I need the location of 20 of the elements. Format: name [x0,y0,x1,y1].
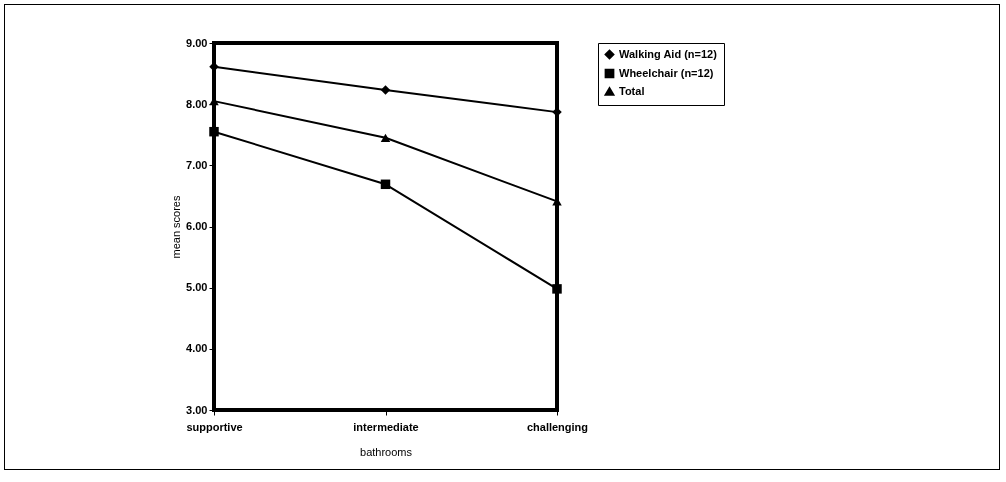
point [552,284,562,294]
y-tick-label: 8.00 [186,97,208,110]
y-tick-label: 6.00 [186,220,208,232]
y-axis-title: mean scores [170,195,183,259]
legend-label: Walking Aid (n=12) [619,47,718,60]
x-tick-label: supportive [186,420,243,433]
legend-label: Total [619,84,645,97]
x-tick-label: challenging [526,420,589,433]
y-tick-label: 7.00 [186,158,208,171]
point [380,133,391,142]
legend-label: Wheelchair (n=12) [619,66,714,79]
x-axis-title: bathrooms [360,445,413,458]
point [209,126,219,137]
y-tick-label: 3.00 [186,403,208,416]
point [380,85,391,95]
y-tick-label: 4.00 [186,342,208,355]
point [380,179,391,190]
x-tick-label: intermediate [353,420,419,433]
y-tick-label: 5.00 [186,281,208,294]
y-tick-label: 9.00 [186,36,208,49]
